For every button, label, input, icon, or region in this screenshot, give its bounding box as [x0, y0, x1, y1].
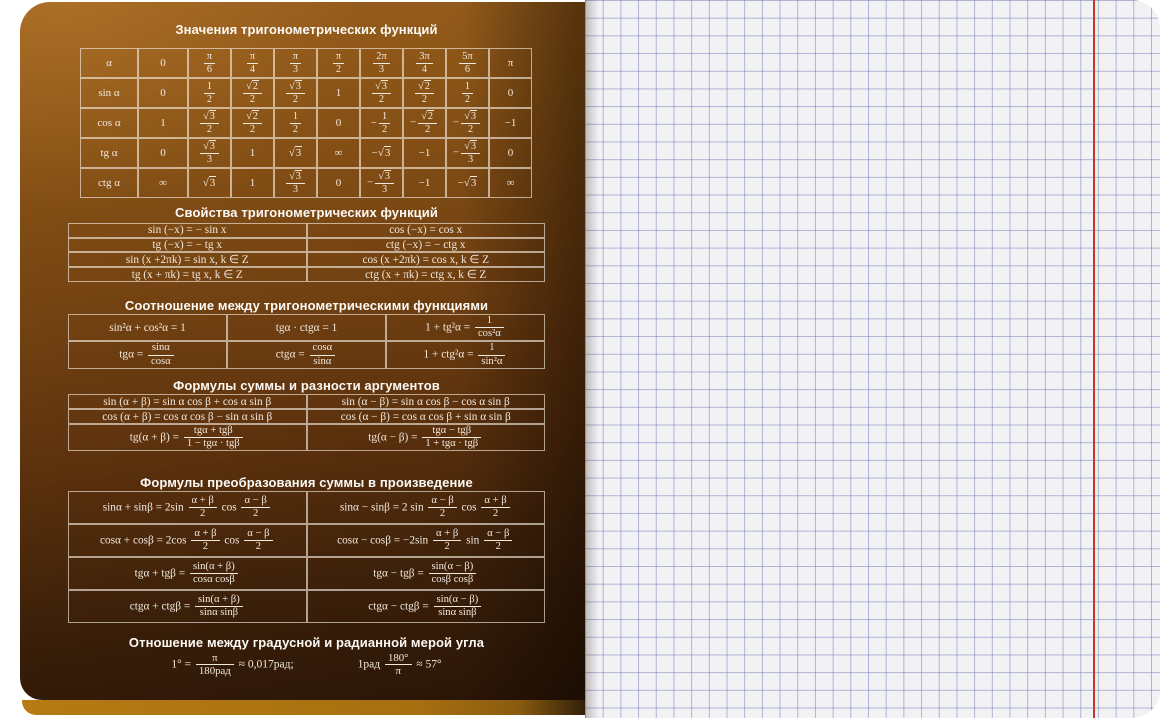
- formula-cell: −√3: [360, 138, 403, 168]
- trig-properties-table: sin (−x) = − sin x cos (−x) = cos x tg (−x…: [68, 223, 545, 282]
- formula-cell: 3π 4: [403, 48, 446, 78]
- formula-cell: ctgα + ctgβ = sin(α + β) sinα sinβ: [68, 590, 307, 623]
- formula-cell: −√3: [446, 168, 489, 198]
- formula-cell: −1: [403, 168, 446, 198]
- formula-cell: sin (x +2πk) = sin x, k ∈ Z: [68, 252, 307, 267]
- formula-cell: ctg (−x) = − ctg x: [306, 237, 545, 252]
- formula-cell: − √3 3: [360, 168, 403, 198]
- formula-cell: tg(α + β) = tgα + tgβ 1 − tgα · tgβ: [68, 424, 307, 452]
- section-title-sum-difference: Формулы суммы и разности аргументов: [173, 378, 440, 393]
- formula-cell: √2 2: [231, 108, 274, 138]
- formula-cell: 5π 6: [446, 48, 489, 78]
- formula-cell: √3: [188, 168, 231, 198]
- formula-cell: 1: [231, 168, 274, 198]
- formula-cell: √2 2: [231, 78, 274, 108]
- formula-cell: 0: [138, 48, 188, 78]
- formula-cell: √3 3: [274, 168, 317, 198]
- formula-cell: √2 2: [403, 78, 446, 108]
- formula-cell: tgα + tgβ = sin(α + β) cosα cosβ: [68, 557, 307, 590]
- formula-cell: −1: [403, 138, 446, 168]
- formula-cell: 0: [138, 78, 188, 108]
- formula-cell: tgα · ctgα = 1: [227, 314, 386, 342]
- formula-cell: sin (−x) = − sin x: [68, 223, 307, 238]
- formula-cell: 0: [317, 108, 360, 138]
- formula-cell: tgα = sinα cosα: [68, 341, 227, 369]
- formula-cell: 0: [489, 78, 532, 108]
- formula-cell: sin α: [80, 78, 138, 108]
- formula-cell: 1: [317, 78, 360, 108]
- formula-cell: tgα − tgβ = sin(α − β) cosβ cosβ: [306, 557, 545, 590]
- formula-cell: cos (α − β) = cos α cos β + sin α sin β: [306, 409, 545, 424]
- section-title-properties: Свойства тригонометрических функций: [175, 205, 438, 220]
- back-cover-edge: [22, 700, 585, 715]
- formula-cell: √3 2: [360, 78, 403, 108]
- formula-cell: 2π 3: [360, 48, 403, 78]
- formula-cell: cos (−x) = cos x: [306, 223, 545, 238]
- formula-cell: −1: [489, 108, 532, 138]
- formula-cell: π: [489, 48, 532, 78]
- section-title-relations: Соотношение между тригонометрическими фу…: [124, 298, 489, 313]
- formula-cell: 1: [138, 108, 188, 138]
- formula-cell: 1: [231, 138, 274, 168]
- squared-paper-page: [585, 0, 1160, 718]
- formula-cell: cos (α + β) = cos α cos β − sin α sin β: [68, 409, 307, 424]
- formula-cell: cos (x +2πk) = cos x, k ∈ Z: [306, 252, 545, 267]
- formula-cell: − √3 3: [446, 138, 489, 168]
- formula-cell: ∞: [489, 168, 532, 198]
- formula-cell: −1 2: [360, 108, 403, 138]
- formula-cell: tg (−x) = − tg x: [68, 237, 307, 252]
- formula-cell: 0: [138, 138, 188, 168]
- section-title-degree-radian: Отношение между градусной и радианной ме…: [128, 635, 485, 650]
- formula-cell: ctg (x + πk) = ctg x, k ∈ Z: [306, 267, 545, 282]
- formula-cell: ∞: [317, 138, 360, 168]
- formula-cell: sin²α + cos²α = 1: [68, 314, 227, 342]
- radian-to-degree-formula: 1рад 180° π ≈ 57°: [357, 652, 442, 678]
- section-title-values: Значения тригонометрических функций: [175, 22, 438, 37]
- formula-cell: ctgα = cosα sinα: [227, 341, 386, 369]
- formula-cell: √3 2: [274, 78, 317, 108]
- formula-cell: ctgα − ctgβ = sin(α − β) sinα sinβ: [306, 590, 545, 623]
- formula-cell: sin (α − β) = sin α cos β − cos α sin β: [306, 394, 545, 409]
- formula-cell: α: [80, 48, 138, 78]
- degree-to-radian-formula: 1° = π 180рад ≈ 0,017рад;: [171, 652, 294, 678]
- formula-cell: tg(α − β) = tgα − tgβ 1 + tgα · tgβ: [306, 424, 545, 452]
- formula-cell: tg (x + πk) = tg x, k ∈ Z: [68, 267, 307, 282]
- formula-cell: − √3 2: [446, 108, 489, 138]
- formula-cell: sin (α + β) = sin α cos β + cos α sin β: [68, 394, 307, 409]
- formula-cell: ctg α: [80, 168, 138, 198]
- degree-radian-formulas: 1° = π 180рад ≈ 0,017рад; 1рад 180° π ≈ 57…: [68, 652, 545, 678]
- formula-cell: √3 2: [188, 108, 231, 138]
- formula-cell: tg α: [80, 138, 138, 168]
- formula-cell: √3 3: [188, 138, 231, 168]
- margin-line: [1093, 0, 1095, 718]
- formula-cell: √3: [274, 138, 317, 168]
- formula-cell: 0: [317, 168, 360, 198]
- formula-cell: − √2 2: [403, 108, 446, 138]
- formula-cell: cos α: [80, 108, 138, 138]
- formula-cell: 1 + tg²α = 1 cos²α: [386, 314, 545, 342]
- formula-cell: 1 + ctg²α = 1 sin²α: [386, 341, 545, 369]
- formula-cell: 0: [489, 138, 532, 168]
- trig-values-table: α 0 π 6 π 4 π 3 π 2 2π 3 3π 4 5π 6 π sin α 0 1 2 √2 2 √3 2 1 √3 2 √2…: [80, 48, 532, 198]
- formula-cell: ∞: [138, 168, 188, 198]
- section-title-sum-to-product: Формулы преобразования суммы в произведе…: [140, 475, 473, 490]
